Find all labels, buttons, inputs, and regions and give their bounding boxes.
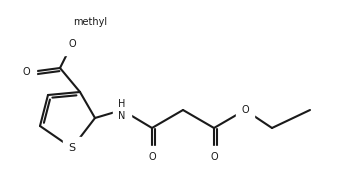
Text: O: O xyxy=(148,152,156,162)
Text: O: O xyxy=(22,67,30,77)
Text: H
N: H N xyxy=(118,99,126,121)
Text: S: S xyxy=(68,143,76,153)
Text: O: O xyxy=(210,152,218,162)
Text: O: O xyxy=(241,105,249,115)
Text: methyl: methyl xyxy=(73,17,107,27)
Text: O: O xyxy=(68,39,76,49)
